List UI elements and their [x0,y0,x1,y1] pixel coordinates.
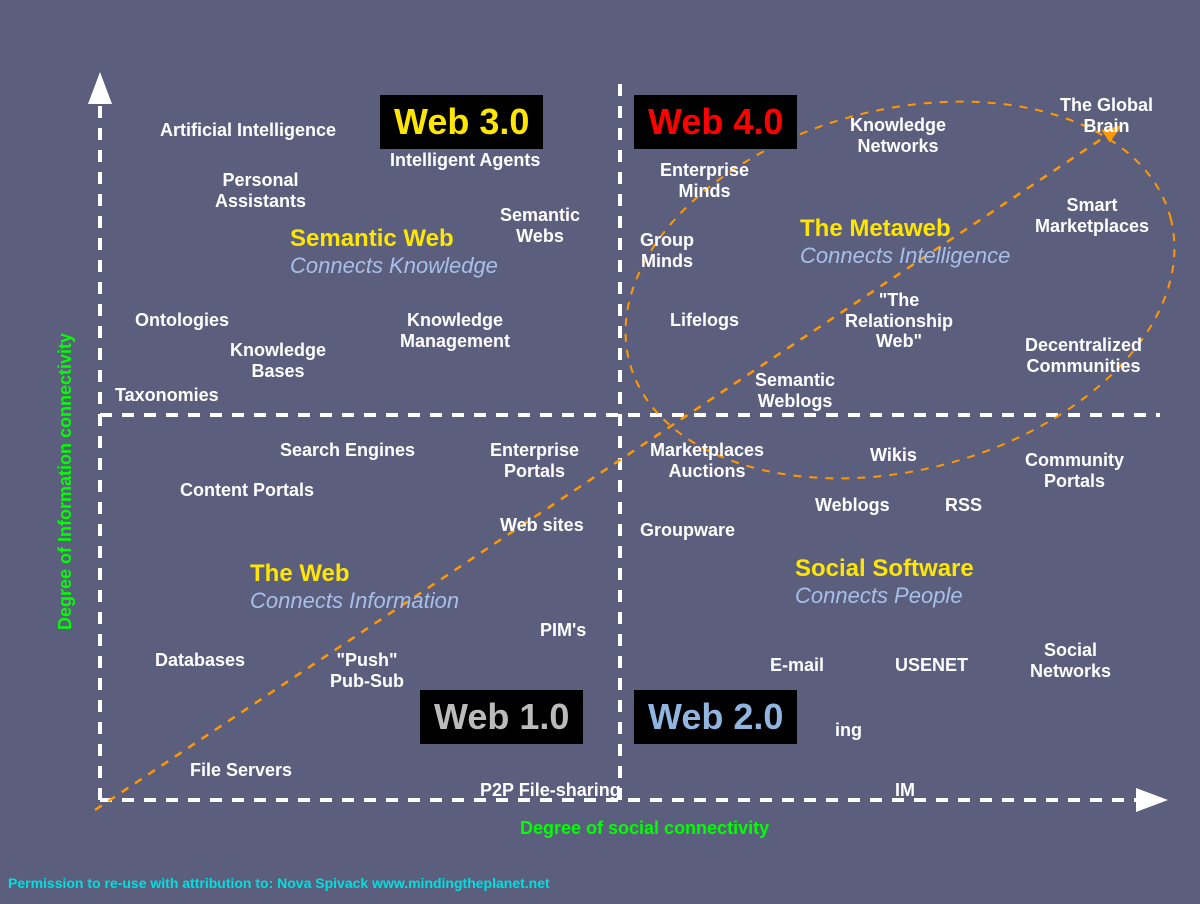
x-axis-label: Degree of social connectivity [520,818,769,839]
quadrant-title: Social Software [795,555,974,583]
concept-term: USENET [895,655,968,676]
concept-term: P2P File-sharing [480,780,621,801]
concept-term: "Push" Pub-Sub [330,650,404,691]
quadrant-title: The Metaweb [800,215,951,243]
concept-term: Wikis [870,445,917,466]
concept-term: Knowledge Management [400,310,510,351]
y-axis-label: Degree of Information connectivity [55,333,76,630]
concept-term: Marketplaces Auctions [650,440,764,481]
concept-term: RSS [945,495,982,516]
concept-term: Intelligent Agents [390,150,540,171]
web-version-box: Web 1.0 [420,690,583,744]
concept-term: Group Minds [640,230,694,271]
concept-term: IM [895,780,915,801]
quadrant-subtitle: Connects People [795,583,963,608]
web-evolution-diagram: Web 3.0Web 4.0Web 1.0Web 2.0The MetawebC… [0,0,1200,904]
concept-term: Semantic Webs [500,205,580,246]
concept-term: "The Relationship Web" [845,290,953,352]
concept-term: E-mail [770,655,824,676]
web-version-box: Web 3.0 [380,95,543,149]
web-version-box: Web 2.0 [634,690,797,744]
concept-term: Personal Assistants [215,170,306,211]
concept-term: Taxonomies [115,385,219,406]
concept-term: Community Portals [1025,450,1124,491]
concept-term: The Global Brain [1060,95,1153,136]
concept-term: Lifelogs [670,310,739,331]
concept-term: ing [835,720,862,741]
quadrant-title: Semantic Web [290,225,454,253]
quadrant-subtitle: Connects Information [250,588,459,613]
concept-term: Search Engines [280,440,415,461]
web-version-box: Web 4.0 [634,95,797,149]
concept-term: Enterprise Minds [660,160,749,201]
quadrant-title: The Web [250,560,350,588]
quadrant-subtitle: Connects Intelligence [800,243,1010,268]
concept-term: Weblogs [815,495,890,516]
concept-term: Groupware [640,520,735,541]
concept-term: Knowledge Networks [850,115,946,156]
concept-term: Web sites [500,515,584,536]
concept-term: Semantic Weblogs [755,370,835,411]
concept-term: Decentralized Communities [1025,335,1142,376]
concept-term: PIM's [540,620,586,641]
concept-term: Databases [155,650,245,671]
concept-term: Social Networks [1030,640,1111,681]
concept-term: Artificial Intelligence [160,120,336,141]
concept-term: Ontologies [135,310,229,331]
concept-term: Smart Marketplaces [1035,195,1149,236]
quadrant-subtitle: Connects Knowledge [290,253,498,278]
concept-term: Content Portals [180,480,314,501]
concept-term: Enterprise Portals [490,440,579,481]
attribution-footer: Permission to re-use with attribution to… [8,875,550,891]
concept-term: File Servers [190,760,292,781]
concept-term: Knowledge Bases [230,340,326,381]
